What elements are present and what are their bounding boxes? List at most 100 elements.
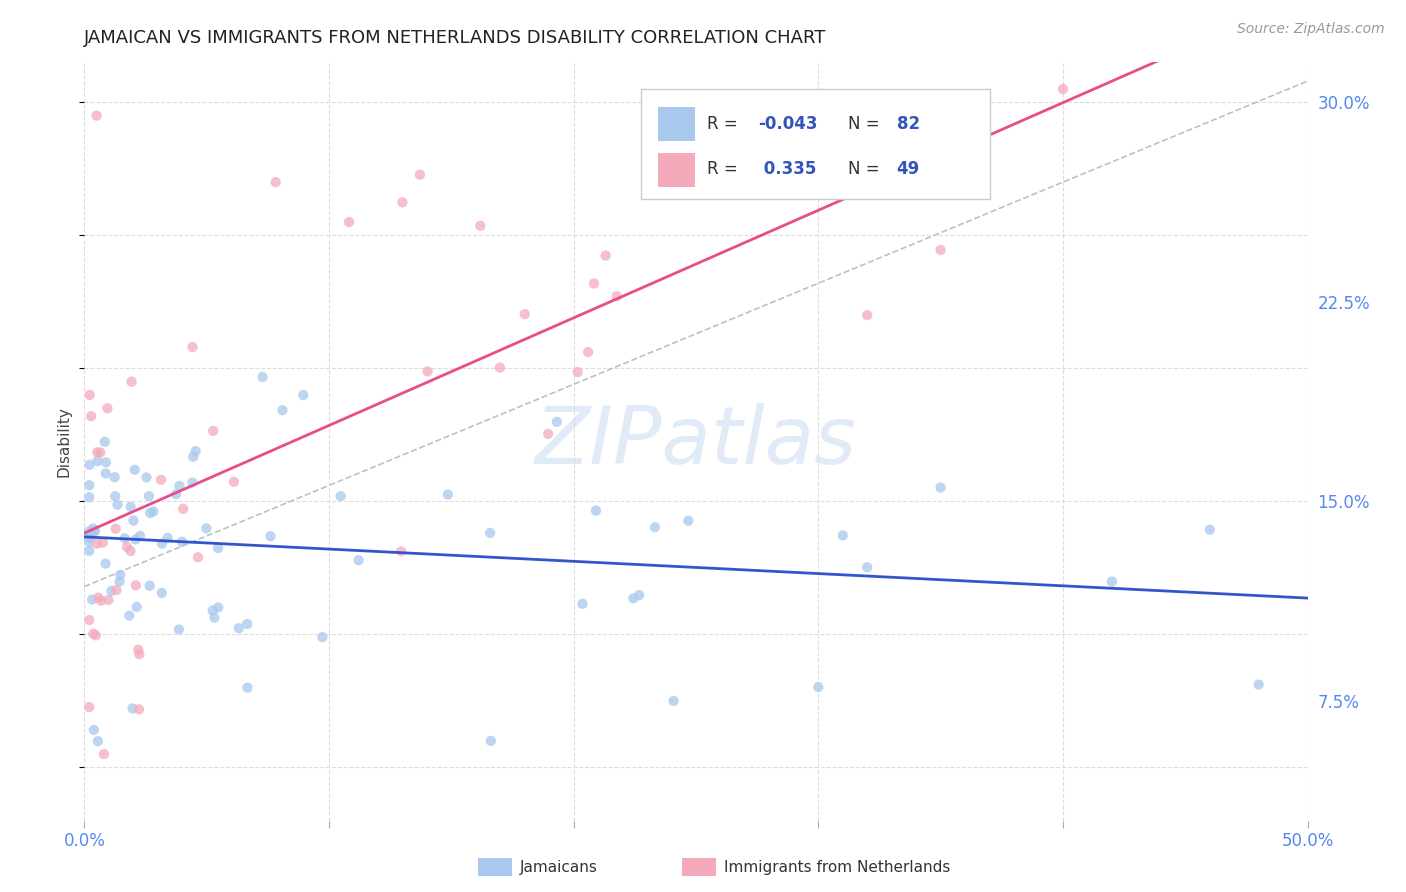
Point: [84, 524, 107, 538]
Point: [150, 536, 173, 550]
Text: N =: N =: [848, 115, 884, 133]
Point: [115, 540, 138, 554]
Point: [77, 531, 100, 545]
Text: JAMAICAN VS IMMIGRANTS FROM NETHERLANDS DISABILITY CORRELATION CHART: JAMAICAN VS IMMIGRANTS FROM NETHERLANDS …: [84, 29, 827, 47]
Point: [571, 597, 593, 611]
Point: [91, 535, 114, 549]
Point: [181, 450, 204, 464]
Point: [831, 528, 853, 542]
Point: [628, 588, 651, 602]
Point: [97, 593, 120, 607]
Point: [77, 524, 100, 539]
Point: [138, 579, 160, 593]
Point: [236, 617, 259, 632]
Point: [181, 340, 204, 354]
Point: [264, 175, 287, 189]
Point: [311, 630, 333, 644]
Point: [167, 623, 190, 637]
Point: [169, 479, 191, 493]
Bar: [658, 107, 695, 141]
Text: -0.043: -0.043: [758, 115, 818, 133]
Point: [104, 470, 127, 484]
Text: ZIPatlas: ZIPatlas: [534, 402, 858, 481]
Point: [678, 514, 700, 528]
Point: [86, 454, 108, 468]
Point: [83, 524, 105, 539]
Point: [236, 681, 259, 695]
Point: [337, 215, 360, 229]
Point: [82, 521, 104, 535]
Point: [546, 415, 568, 429]
Point: [80, 409, 103, 424]
Point: [105, 582, 128, 597]
Point: [606, 289, 628, 303]
Point: [150, 473, 173, 487]
Point: [389, 544, 412, 558]
Point: [94, 557, 117, 571]
Point: [479, 525, 502, 540]
Point: [929, 243, 952, 257]
Point: [537, 426, 560, 441]
Point: [121, 701, 143, 715]
Point: [110, 567, 132, 582]
Point: [80, 592, 103, 607]
Point: [1198, 523, 1220, 537]
Point: [96, 401, 118, 416]
Point: [120, 500, 142, 514]
Point: [118, 608, 141, 623]
Point: [437, 487, 460, 501]
Point: [139, 506, 162, 520]
Point: [79, 458, 101, 472]
Point: [644, 520, 666, 534]
Text: 82: 82: [897, 115, 920, 133]
Point: [86, 445, 108, 459]
Point: [184, 444, 207, 458]
Point: [77, 490, 100, 504]
Point: [271, 403, 294, 417]
Point: [125, 578, 148, 592]
Text: 0.335: 0.335: [758, 161, 817, 178]
Point: [100, 583, 122, 598]
Point: [114, 531, 136, 545]
Point: [138, 489, 160, 503]
Point: [228, 621, 250, 635]
Point: [409, 168, 432, 182]
Point: [94, 455, 117, 469]
Point: [329, 489, 352, 503]
Point: [127, 642, 149, 657]
Point: [77, 535, 100, 549]
Point: [1052, 82, 1074, 96]
Bar: [658, 153, 695, 186]
Point: [84, 628, 107, 642]
Point: [416, 364, 439, 378]
Point: [121, 375, 143, 389]
Point: [195, 521, 218, 535]
Point: [929, 481, 952, 495]
Point: [90, 593, 112, 607]
Text: Jamaicans: Jamaicans: [520, 860, 598, 874]
Point: [86, 536, 108, 550]
Point: [82, 626, 104, 640]
Point: [202, 424, 225, 438]
Point: [292, 388, 315, 402]
Text: N =: N =: [848, 161, 884, 178]
Point: [170, 534, 193, 549]
Point: [79, 388, 101, 402]
Point: [93, 747, 115, 761]
Text: R =: R =: [707, 161, 742, 178]
Point: [107, 498, 129, 512]
Point: [585, 503, 607, 517]
Point: [172, 501, 194, 516]
Point: [77, 478, 100, 492]
Point: [125, 599, 148, 614]
Point: [77, 700, 100, 714]
Text: Immigrants from Netherlands: Immigrants from Netherlands: [724, 860, 950, 874]
Point: [621, 591, 644, 606]
Point: [259, 529, 281, 543]
Point: [856, 308, 879, 322]
Text: R =: R =: [707, 115, 742, 133]
Point: [104, 489, 127, 503]
Point: [150, 586, 173, 600]
Point: [128, 647, 150, 661]
Point: [489, 360, 512, 375]
